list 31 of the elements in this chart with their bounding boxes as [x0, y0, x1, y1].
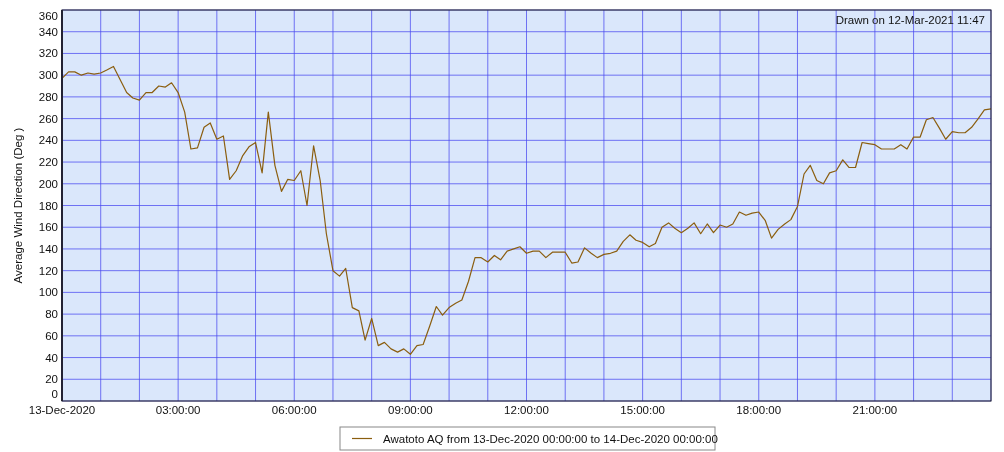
y-tick-label: 320	[38, 47, 58, 60]
line-series	[61, 65, 992, 355]
y-tick-label: 100	[38, 286, 58, 299]
y-tick-label: 220	[38, 156, 58, 169]
y-tick-label: 160	[38, 221, 58, 234]
x-tick-label: 06:00:00	[271, 404, 317, 416]
y-tick-label: 140	[38, 242, 58, 255]
y-tick-label: 180	[38, 199, 58, 212]
y-tick-label: 240	[38, 134, 58, 147]
y-tick-label: 340	[38, 25, 58, 38]
y-tick-label: 360	[38, 10, 58, 23]
x-tick-label: 13-Dec-2020	[28, 404, 96, 416]
x-tick-label: 12:00:00	[504, 404, 549, 416]
y-tick-label: 40	[45, 351, 58, 364]
y-tick-label: 80	[45, 308, 58, 321]
y-tick-label: 120	[38, 264, 58, 277]
y-tick-label: 20	[45, 373, 58, 386]
x-tick-label: 15:00:00	[620, 404, 666, 416]
x-tick-label: 18:00:00	[736, 404, 782, 416]
x-tick-label: 09:00:00	[387, 404, 433, 416]
y-tick-label: 60	[45, 329, 58, 342]
y-tick-label: 280	[38, 90, 58, 103]
y-tick-label: 200	[38, 177, 58, 190]
y-tick-label: 300	[38, 69, 58, 82]
annotation: Drawn on 12-Mar-2021 11:47	[835, 14, 985, 26]
y-tick-label: 0	[51, 388, 58, 401]
x-tick-label: 21:00:00	[852, 404, 898, 416]
y-axis-title: Average Wind Direction (Deg )	[12, 127, 24, 284]
y-tick-label: 260	[38, 112, 58, 125]
x-tick-label: 03:00:00	[155, 404, 201, 416]
legend-label: Awatoto AQ from 13-Dec-2020 00:00:00 to 14-Dec-2020 00:00:00	[383, 432, 718, 445]
